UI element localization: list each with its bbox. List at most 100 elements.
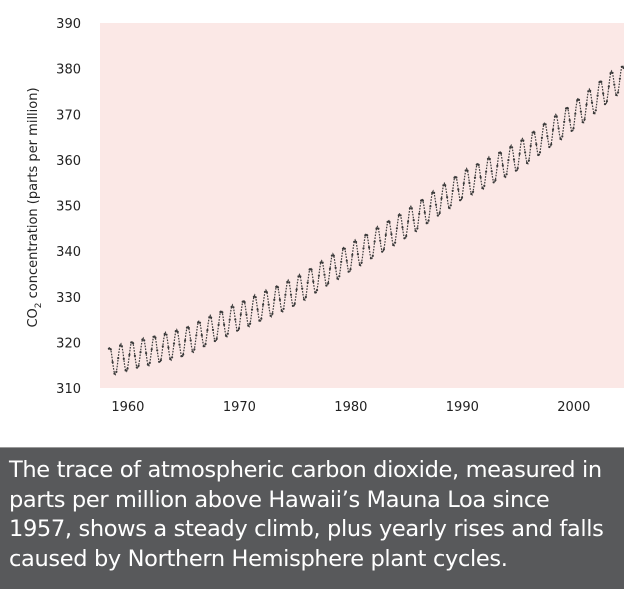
co2-data-point [169,357,172,361]
co2-data-point [148,361,151,364]
co2-data-point [128,353,131,356]
co2-data-point [446,196,449,199]
co2-data-point [382,248,385,251]
co2-data-point [288,281,291,284]
co2-data-point [568,119,571,122]
co2-data-point [269,314,272,317]
x-tick-label: 2000 [557,400,590,415]
co2-data-point [498,151,501,154]
co2-data-point [360,261,363,264]
co2-data-point [488,157,491,161]
y-axis-title-prefix: CO [26,308,41,327]
co2-data-point [338,275,341,278]
co2-data-point [282,307,285,310]
co2-data-point [453,176,456,179]
co2-data-point [533,131,536,134]
co2-data-point [109,348,112,351]
co2-data-point [159,359,162,362]
co2-data-point [332,254,335,257]
co2-data-point [156,349,159,352]
co2-data-point [494,179,497,182]
co2-data-point [349,268,352,271]
co2-data-point [356,253,359,256]
co2-data-point [425,222,428,225]
co2-data-point [492,181,495,184]
co2-data-point [572,127,575,130]
co2-data-point [386,220,389,223]
co2-data-point [336,277,339,280]
co2-data-point [507,159,510,162]
co2-data-point [208,316,211,319]
co2-data-point [499,152,503,155]
y-tick-label: 360 [56,154,81,169]
co2-data-point [574,112,577,115]
co2-data-point [315,289,319,292]
plot-background [100,23,624,388]
co2-data-point [384,233,387,237]
co2-data-point [273,298,276,301]
co2-data-point [150,348,153,351]
co2-data-point [366,234,369,237]
co2-data-point [340,260,343,263]
co2-data-point [117,357,120,360]
co2-data-point [126,367,129,370]
co2-data-point [321,261,324,264]
co2-data-point [187,326,190,330]
co2-data-point [472,190,475,193]
co2-data-point [111,361,114,364]
co2-data-point [589,89,592,92]
co2-data-point [440,197,443,200]
co2-data-point [327,282,330,285]
co2-data-point [172,342,176,345]
co2-data-point [211,328,215,331]
co2-data-point [141,338,144,341]
co2-data-point [371,254,374,257]
co2-data-point [373,240,376,243]
co2-data-point [221,311,224,314]
co2-data-point [145,352,148,355]
co2-data-point [219,310,222,314]
co2-data-point [254,296,257,299]
co2-data-point [171,356,174,359]
co2-data-point [429,205,432,208]
co2-data-point [130,341,133,344]
co2-series-line [108,64,624,376]
co2-data-point [236,329,239,332]
co2-data-point [280,309,283,312]
co2-data-point [603,103,607,106]
co2-data-point [163,332,166,336]
co2-data-point [544,123,547,126]
co2-data-point [158,360,161,363]
co2-data-point [583,118,586,121]
co2-data-point [451,189,454,192]
co2-data-point [223,323,226,326]
y-axis-title-subscript: 2 [34,303,44,309]
co2-data-point [503,175,506,178]
co2-data-point [600,80,603,83]
x-tick-label: 1980 [334,400,367,415]
co2-data-point [200,334,203,337]
co2-data-point [394,241,397,244]
co2-data-point [185,326,189,329]
co2-data-point [146,363,149,366]
co2-data-point [375,227,378,230]
co2-data-point [204,343,207,346]
co2-data-point [553,115,557,118]
co2-data-point [613,83,616,86]
co2-data-point [310,268,313,271]
co2-data-point [345,259,348,262]
co2-data-point [570,129,573,132]
co2-data-point [143,339,146,342]
co2-data-point [213,339,216,343]
co2-data-point [284,293,287,296]
co2-data-point [297,275,300,278]
co2-data-point [133,354,136,357]
co2-data-point [512,158,516,161]
co2-data-point [420,199,423,202]
co2-data-point [226,332,229,335]
co2-data-point [407,220,410,223]
co2-data-point [609,72,612,75]
co2-data-point [369,257,372,260]
co2-data-point [527,159,531,162]
co2-data-point [347,270,350,273]
